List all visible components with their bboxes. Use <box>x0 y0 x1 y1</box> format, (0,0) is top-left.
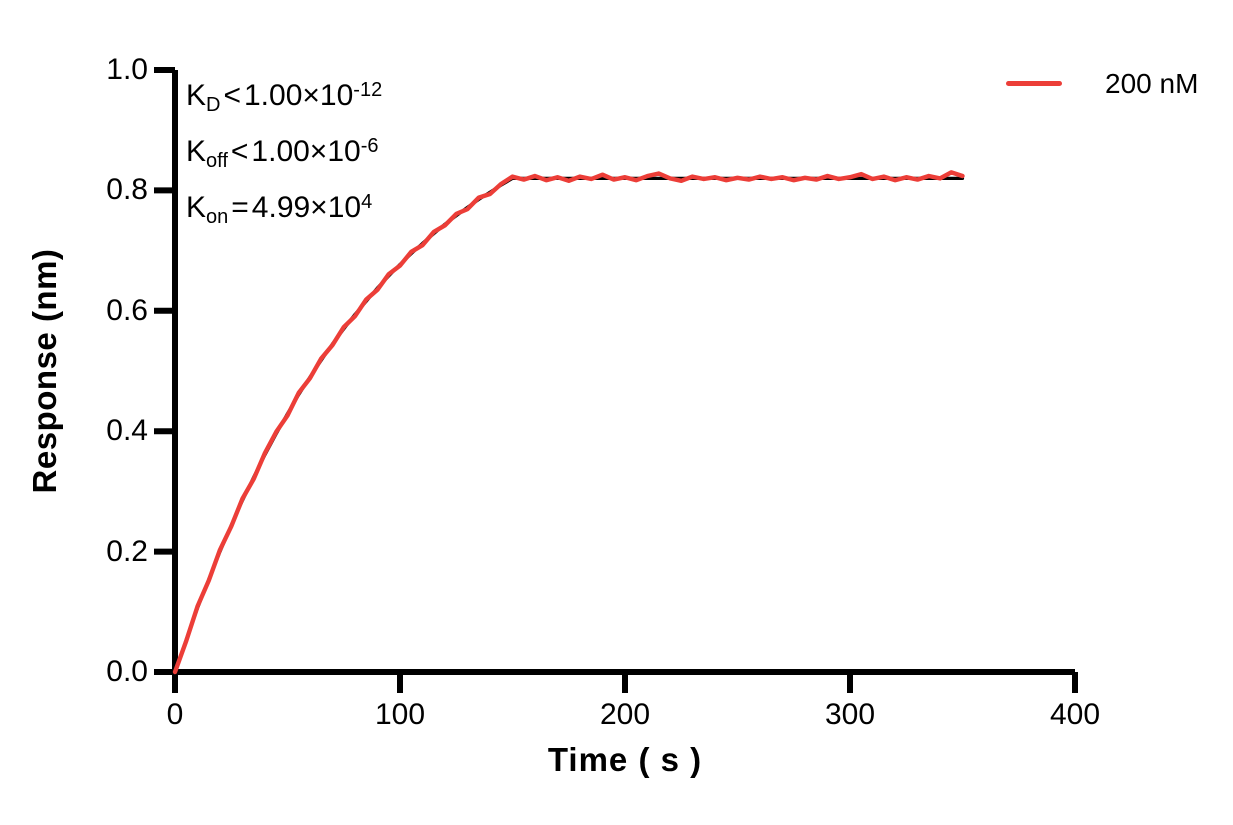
legend-line-swatch <box>1006 81 1062 86</box>
y-tick-label: 0.8 <box>106 173 148 206</box>
x-tick-label: 400 <box>1049 698 1101 731</box>
legend-label: 200 nM <box>1105 68 1199 99</box>
kon-annotation: Kon = 4.99×104 <box>186 191 373 228</box>
x-axis-title: Time ( s ) <box>547 741 703 778</box>
kd-annotation: KD <1.00×10-12 <box>186 79 383 116</box>
y-axis-title: Response (nm) <box>26 248 63 494</box>
curve-200-nM <box>172 170 965 675</box>
koff-annotation: Koff <1.00×10-6 <box>186 135 379 172</box>
curve-fit <box>173 176 965 674</box>
y-tick-label: 0.6 <box>106 294 148 327</box>
y-tick-label: 0.4 <box>106 414 148 447</box>
y-tick-label: 0.2 <box>106 535 148 568</box>
x-tick-label: 200 <box>599 698 651 731</box>
x-tick-label: 0 <box>166 698 184 731</box>
y-tick-label: 1.0 <box>106 53 148 86</box>
y-tick-label: 0.0 <box>106 655 148 688</box>
kinetics-annotation: KD <1.00×10-12 Koff <1.00×10-6 Kon = 4.99×10… <box>186 70 382 238</box>
x-tick-label: 300 <box>824 698 876 731</box>
x-tick-label: 100 <box>374 698 426 731</box>
legend: 200 nM <box>1006 66 1226 102</box>
